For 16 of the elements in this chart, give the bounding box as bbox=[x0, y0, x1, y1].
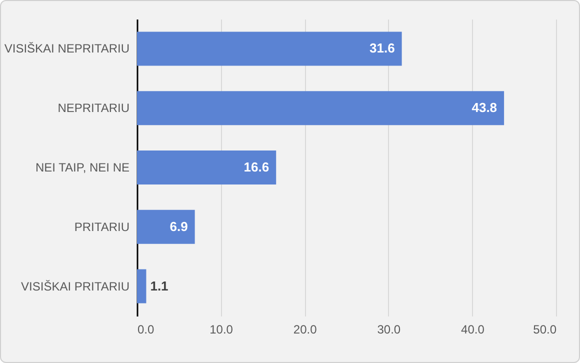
x-tick-label: 50.0 bbox=[533, 322, 557, 336]
y-tick-label: VISIŠKAI NEPRITARIU bbox=[4, 42, 130, 56]
x-tick-label: 30.0 bbox=[377, 322, 401, 336]
x-tick-label: 40.0 bbox=[461, 322, 485, 336]
data-label: 6.9 bbox=[170, 218, 188, 234]
y-tick-label: NEPRITARIU bbox=[58, 101, 130, 116]
y-tick-label: VISIŠKAI PRITARIU bbox=[21, 279, 130, 294]
data-label: 43.8 bbox=[472, 100, 498, 116]
data-label: 16.6 bbox=[244, 160, 270, 174]
y-tick-label: PRITARIU bbox=[74, 220, 130, 234]
data-label: 31.6 bbox=[369, 40, 395, 56]
data-label: 1.1 bbox=[150, 278, 168, 294]
x-tick-label: 0.0 bbox=[138, 322, 155, 336]
y-tick-label: NEI TAIP, NEI NE bbox=[35, 160, 130, 174]
x-tick-label: 10.0 bbox=[210, 322, 234, 336]
x-tick-label: 20.0 bbox=[293, 322, 318, 336]
